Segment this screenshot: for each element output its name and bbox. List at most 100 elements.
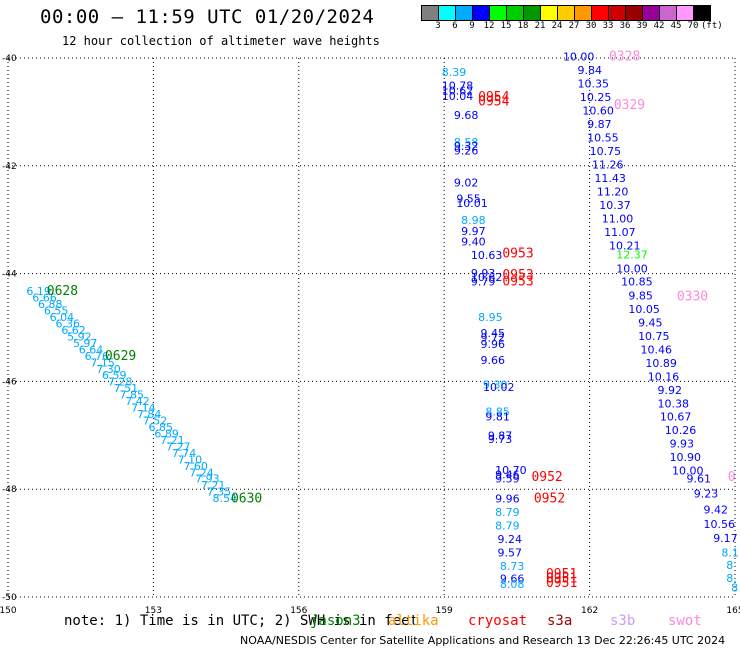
wave-height-value: 10.00 xyxy=(563,51,595,64)
wave-height-value: 7.51 xyxy=(114,382,139,395)
color-scale-tick: 27 xyxy=(568,21,580,31)
wave-height-value: 6.64 xyxy=(79,343,104,356)
wave-height-value: 10.37 xyxy=(599,199,631,212)
pass-time-label: 0952 xyxy=(534,492,565,507)
color-scale-tick: 39 xyxy=(636,21,648,31)
wave-height-value: 6.66 xyxy=(32,292,57,305)
wave-height-value: 10.02 xyxy=(483,381,515,394)
wave-height-value: 7.30 xyxy=(96,363,121,376)
color-scale-tick: 9 xyxy=(469,21,475,31)
pass-time-label: 0629 xyxy=(105,349,136,364)
pass-time-label: 0 xyxy=(728,470,736,485)
pass-time-label: 0954 xyxy=(478,90,509,105)
wave-height-value: 9.85 xyxy=(628,289,653,302)
pass-time-label: 0953 xyxy=(502,246,533,261)
wave-height-value: 10.75 xyxy=(590,145,622,158)
footnote: note: 1) Time is in UTC; 2) SWH is in fe… xyxy=(64,613,419,629)
color-scale-tick: 36 xyxy=(619,21,631,31)
color-swatch xyxy=(609,6,626,20)
color-swatch xyxy=(558,6,575,20)
wave-height-value: 9.81 xyxy=(485,411,510,424)
wave-height-value: 9.66 xyxy=(481,354,506,367)
color-swatch xyxy=(490,6,507,20)
wave-height-value: 10.62 xyxy=(442,85,474,98)
wave-height-value: 9.66 xyxy=(500,572,524,585)
wave-height-value: 6.55 xyxy=(44,305,69,318)
color-swatch xyxy=(524,6,541,20)
wave-height-value: 7.85 xyxy=(119,389,143,402)
color-swatch xyxy=(541,6,558,20)
wave-height-value: 9.72 xyxy=(481,332,506,345)
wave-height-value: 9.61 xyxy=(687,473,712,486)
wave-height-value: 7.74 xyxy=(172,447,197,460)
wave-height-value: 8.79 xyxy=(495,506,519,519)
wave-height-value: 7.52 xyxy=(143,415,168,428)
wave-height-value: 11.20 xyxy=(597,185,629,198)
wave-height-value: 10.70 xyxy=(495,464,526,477)
wave-height-value: 9.02 xyxy=(454,176,479,189)
color-scale-tick: 6 xyxy=(452,21,458,31)
wave-height-value: 5.92 xyxy=(67,330,92,343)
wave-height-value: 5.97 xyxy=(73,337,98,350)
wave-height-value: 9.42 xyxy=(703,503,728,516)
legend-item-jason3: jason3 xyxy=(310,613,361,629)
wave-height-value: 9.93 xyxy=(471,267,496,280)
x-tick-label: 150 xyxy=(0,606,17,616)
wave-height-value: 10.62 xyxy=(471,271,503,284)
wave-height-value: 9.68 xyxy=(454,109,479,122)
wave-height-value: 10.05 xyxy=(628,303,660,316)
pass-time-label: 0329 xyxy=(614,98,645,113)
color-scale-tick: 21 xyxy=(534,21,546,31)
wave-height-value: 9.32 xyxy=(454,140,479,153)
color-scale-bar xyxy=(421,5,711,21)
wave-height-value: 7.21 xyxy=(160,434,185,447)
y-tick-label: -44 xyxy=(2,270,17,280)
wave-height-value: 9.55 xyxy=(456,192,481,205)
legend-item-altika: altika xyxy=(388,613,439,629)
wave-height-value: 10.00 xyxy=(672,465,704,478)
y-tick-label: -48 xyxy=(2,485,17,495)
wave-height-value: 7.15 xyxy=(90,356,115,369)
wave-height-value: 6.59 xyxy=(102,369,127,382)
wave-height-value: 9.93 xyxy=(670,438,695,451)
wave-height-value: 8.39 xyxy=(442,66,467,79)
wave-height-value: 7.35 xyxy=(207,486,232,499)
x-tick-label: 156 xyxy=(290,606,307,616)
wave-height-value: 7.10 xyxy=(178,453,203,466)
wave-height-value: 9.84 xyxy=(577,64,602,77)
wave-height-value: 12.37 xyxy=(616,249,648,262)
wave-height-value: 7.27 xyxy=(166,440,191,453)
pass-time-label: 0330 xyxy=(677,290,708,305)
wave-height-value: 7.14 xyxy=(131,402,156,415)
wave-height-value: 9.45 xyxy=(481,327,506,340)
color-scale-tick: 33 xyxy=(602,21,614,31)
wave-height-value: 8.58 xyxy=(454,136,479,149)
page-subtitle: 12 hour collection of altimeter wave hei… xyxy=(62,34,380,48)
color-swatch xyxy=(473,6,490,20)
color-scale-tick: 30 xyxy=(585,21,597,31)
wave-height-value: 6.76 xyxy=(85,350,110,363)
wave-height-value: 9.73 xyxy=(488,433,513,446)
wave-height-value: 6.04 xyxy=(50,311,75,324)
wave-height-value: 8.1 xyxy=(721,547,739,560)
wave-height-value: 9.59 xyxy=(495,473,519,486)
wave-height-value: 9.57 xyxy=(498,547,522,560)
wave-height-value: 11.07 xyxy=(604,226,636,239)
wave-height-value: 10.85 xyxy=(621,275,653,288)
wave-height-value: 10.75 xyxy=(638,330,670,343)
pass-time-label: 0951 xyxy=(546,571,577,586)
wave-height-value: 9.30 xyxy=(483,378,508,391)
legend-item-s3a: s3a xyxy=(547,613,573,629)
color-swatch xyxy=(507,6,524,20)
wave-height-value: 11.00 xyxy=(602,212,634,225)
credit-footer: NOAA/NESDIS Center for Satellite Applica… xyxy=(240,634,726,647)
y-tick-label: -40 xyxy=(2,54,17,64)
wave-height-value: 9.26 xyxy=(454,144,479,157)
color-scale-unit: (ft) xyxy=(701,21,723,31)
wave-height-value: 6.62 xyxy=(61,324,86,337)
wave-height-value: 7.42 xyxy=(125,395,150,408)
wave-height-value: 10.78 xyxy=(442,79,474,92)
wave-height-value: 10.55 xyxy=(587,132,619,145)
wave-height-value: 8. xyxy=(726,572,737,585)
pass-time-label: 0951 xyxy=(546,567,577,582)
